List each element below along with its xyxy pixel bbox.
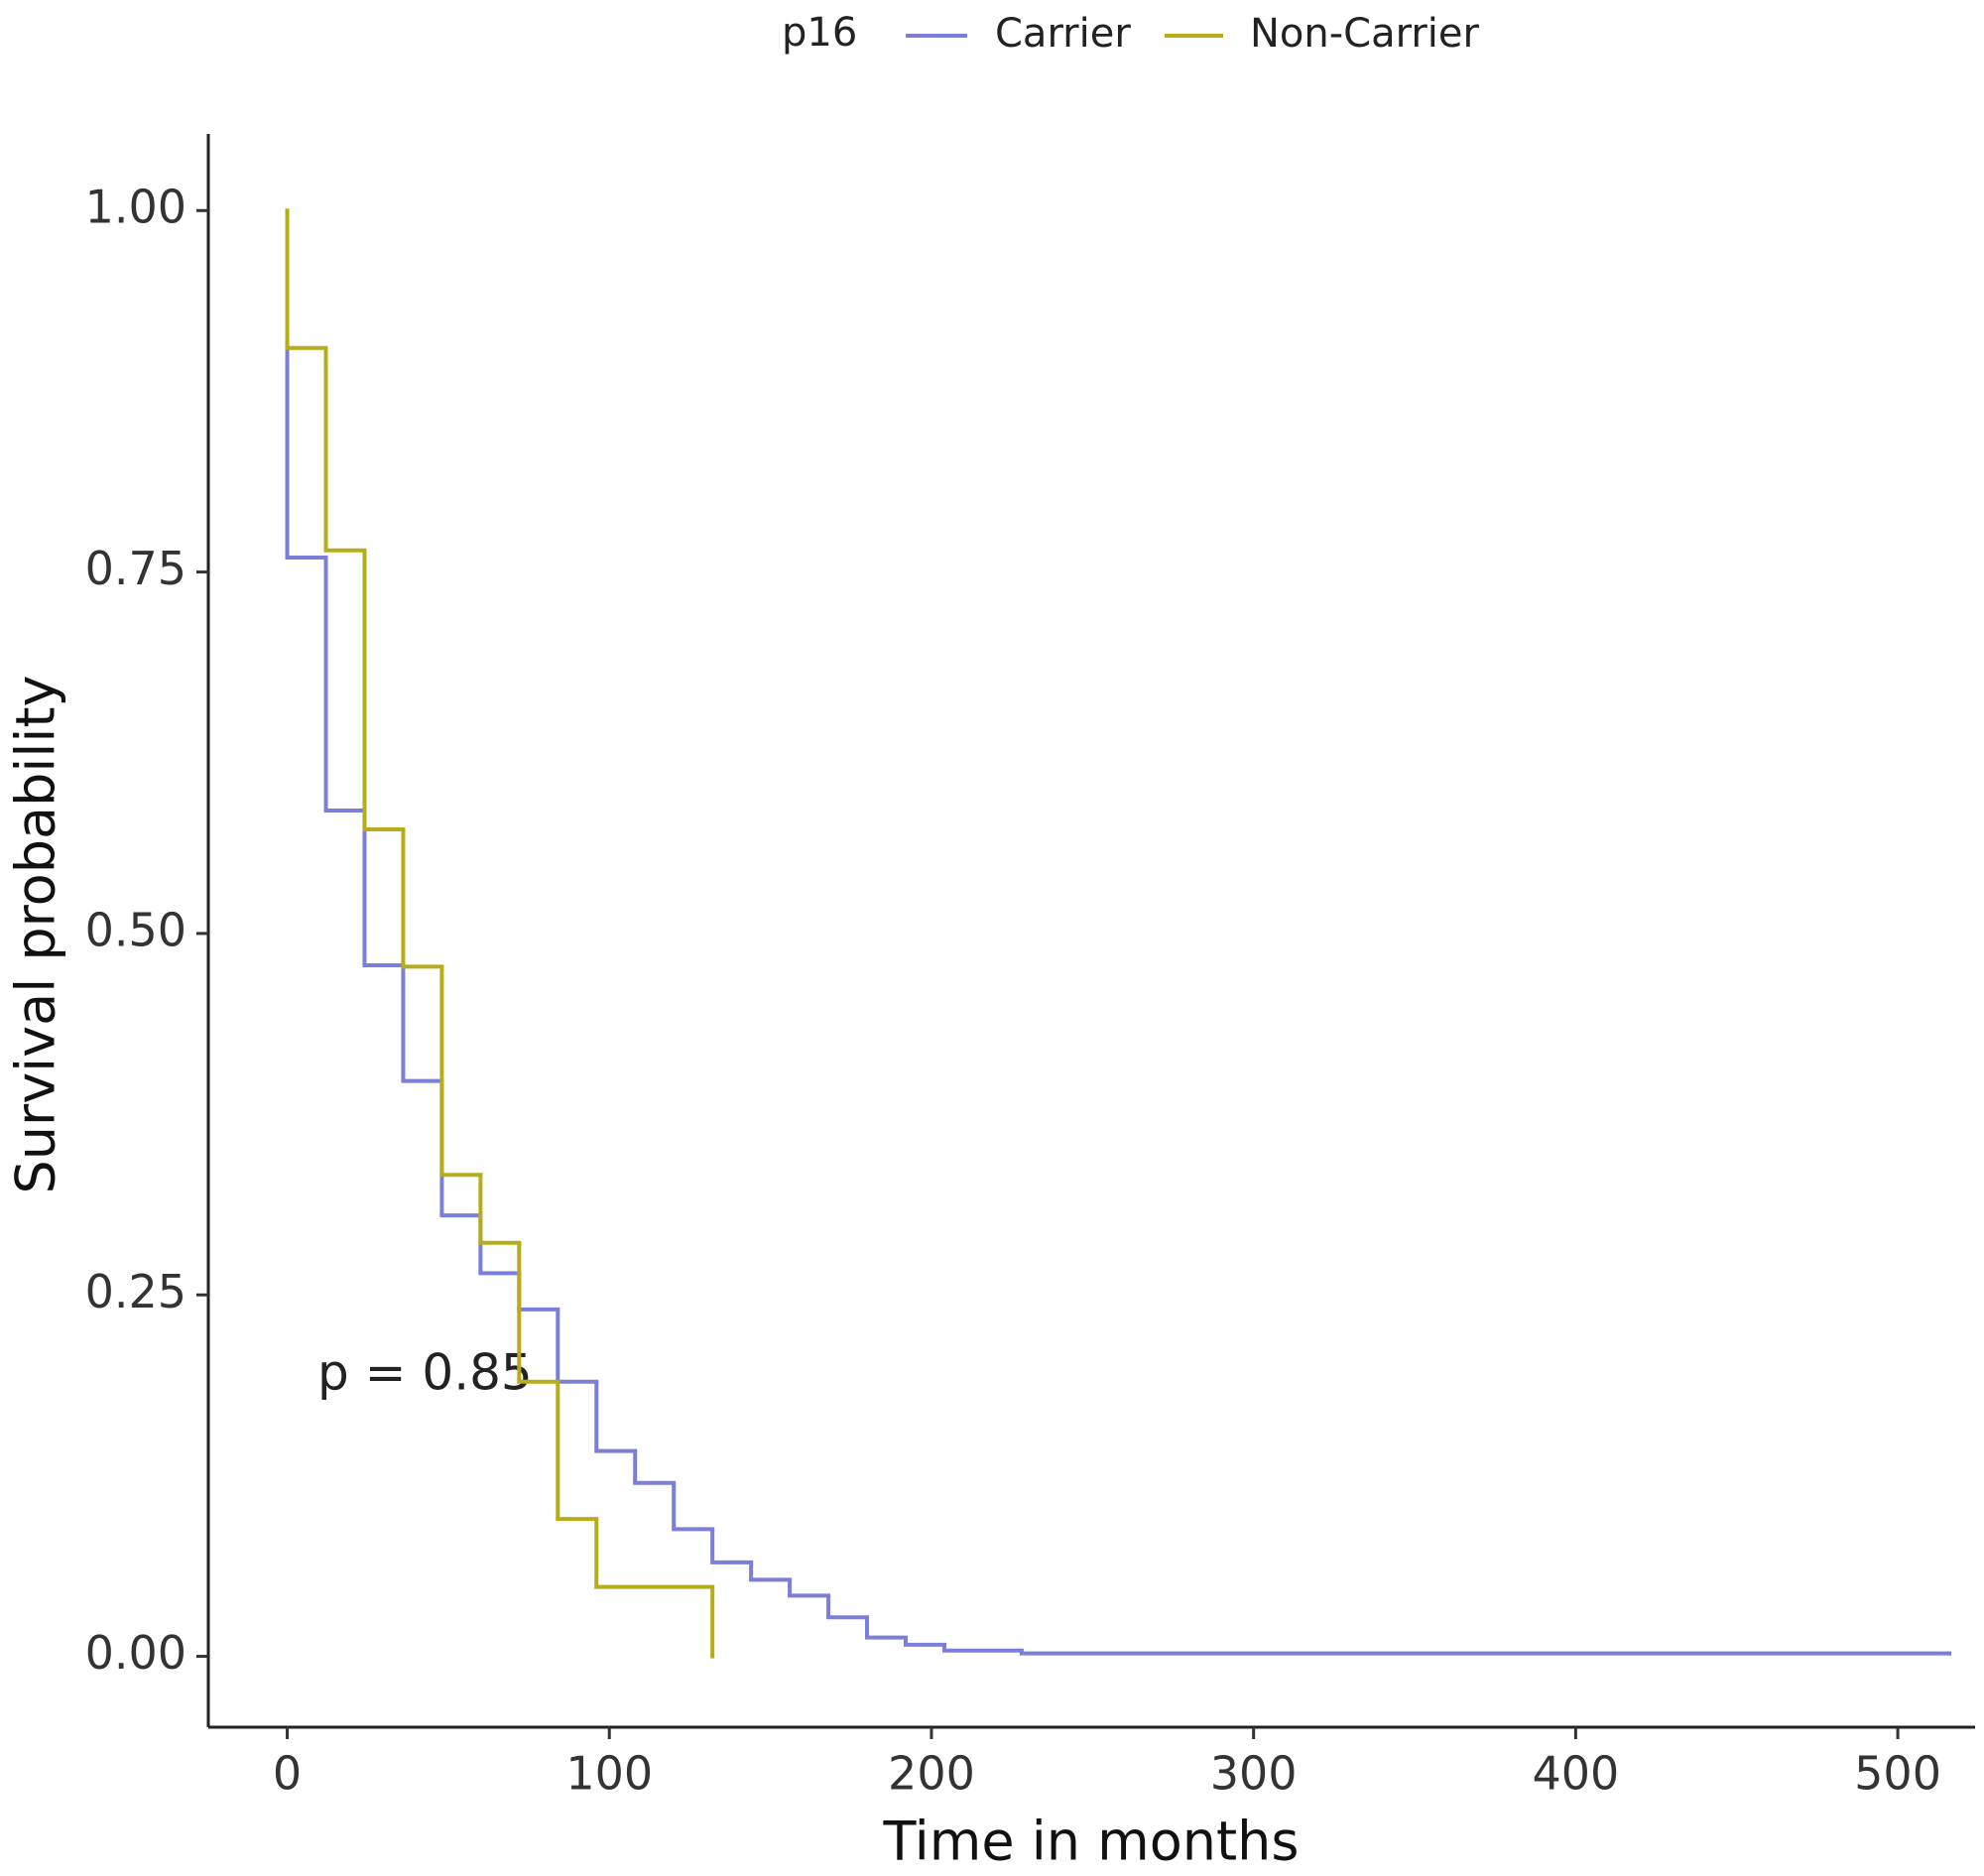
x-tick-label: 400	[1532, 1747, 1619, 1801]
y-tick-label: 0.25	[85, 1265, 186, 1318]
y-axis-title: Survival probability	[5, 676, 67, 1194]
legend-title: p16	[782, 10, 857, 56]
y-tick-label: 1.00	[85, 181, 186, 234]
y-tick-label: 0.00	[85, 1626, 186, 1680]
legend-label: Carrier	[995, 11, 1131, 57]
x-tick-label: 0	[273, 1747, 302, 1801]
legend-label: Non-Carrier	[1250, 11, 1480, 57]
x-tick-label: 200	[888, 1747, 975, 1801]
x-tick-label: 300	[1210, 1747, 1298, 1801]
x-axis-title: Time in months	[882, 1811, 1299, 1873]
p-value-annotation: p = 0.85	[317, 1344, 533, 1402]
y-tick-label: 0.50	[85, 903, 186, 956]
x-tick-label: 100	[565, 1747, 653, 1801]
y-tick-label: 0.75	[85, 542, 186, 595]
x-tick-label: 500	[1854, 1747, 1941, 1801]
